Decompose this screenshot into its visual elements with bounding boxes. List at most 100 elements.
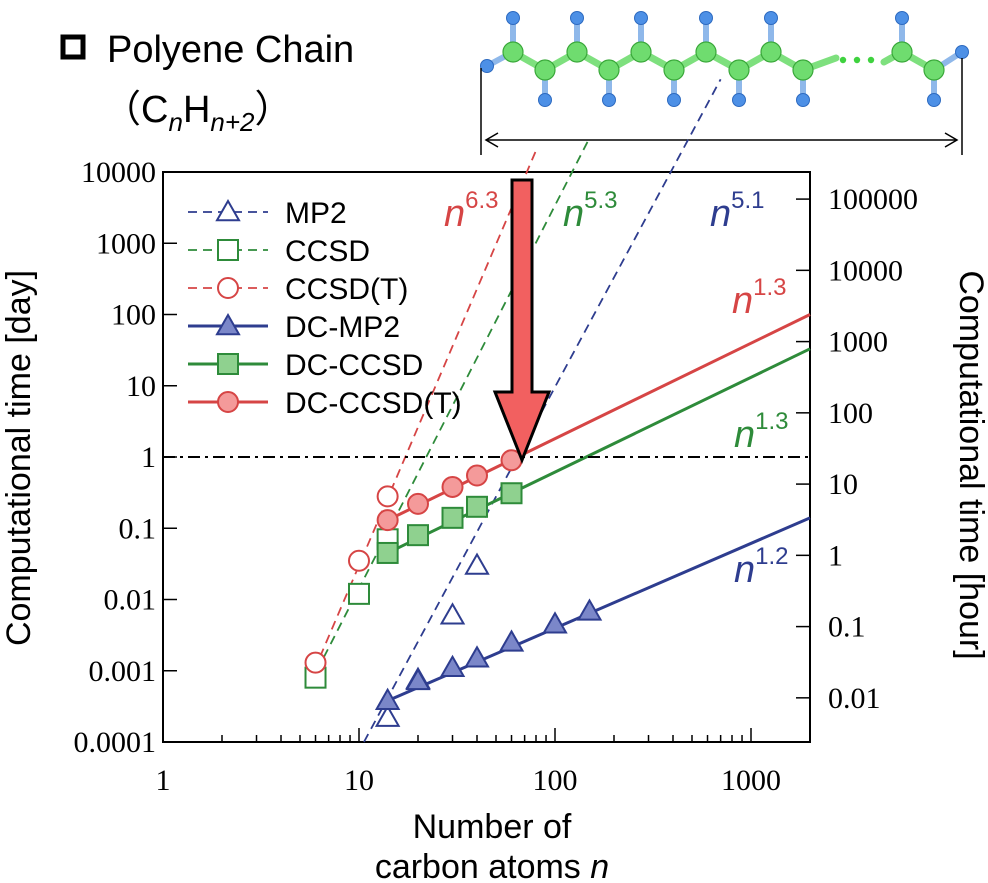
y-tick-label: 100 (111, 299, 156, 332)
point-mp2 (464, 552, 490, 575)
point-ccsdt (376, 485, 399, 508)
carbon-atom (630, 41, 652, 63)
legend-label: DC-CCSD (285, 349, 423, 382)
carbon-atom (792, 59, 814, 81)
carbon-atom (760, 41, 782, 63)
tick-labels: 1 10 100 1000 0.0001 0.001 0.01 0.1 1 10 100 1000 10… (74, 156, 919, 797)
point-dc-mp2 (498, 629, 525, 652)
y-tick-label: 10000 (81, 156, 156, 189)
scaling-label-dc-ccsd: n1.3 (734, 408, 789, 456)
y-axis-label-right: Computational time [hour] (952, 270, 988, 659)
y-axis-label-left: Computational time [day] (0, 270, 38, 646)
y2-tick-label: 100000 (828, 183, 918, 216)
chain-continuation-dot (853, 56, 861, 64)
x-axis-label-line1: Number of (413, 808, 572, 846)
molecule-atoms (480, 11, 969, 107)
hydrogen-atom (796, 93, 810, 107)
legend-label: CCSD(T) (285, 273, 408, 306)
hydrogen-atom (955, 45, 969, 59)
legend-marker (215, 312, 241, 336)
hydrogen-atom (506, 11, 520, 25)
legend-label: DC-CCSD(T) (285, 387, 462, 420)
y2-tick-label: 100 (828, 397, 873, 430)
scaling-label-dc-ccsd-t: n1.3 (732, 274, 787, 322)
point-dc-ccsdt (441, 475, 464, 498)
x-tick-label: 1 (156, 764, 171, 797)
carbon-atom (566, 41, 588, 63)
point-dc-mp2 (439, 654, 466, 678)
molecule-length-indicator (480, 58, 963, 155)
point-dc-ccsd (466, 495, 489, 518)
data-markers (304, 449, 603, 727)
carbon-atom (728, 59, 750, 81)
chain-continuation-dot (839, 56, 847, 64)
hydrogen-atom (764, 11, 778, 25)
fit-line-ccsd (316, 137, 591, 672)
carbon-atom (534, 59, 556, 81)
point-dc-mp2 (542, 611, 568, 634)
polyene-molecule-image (480, 11, 969, 107)
hydrogen-atom (927, 93, 941, 107)
carbon-atom (598, 59, 620, 81)
point-dc-mp2 (405, 667, 431, 691)
hydrogen-atom (699, 11, 713, 25)
highlight-arrow (492, 178, 552, 465)
point-dc-ccsd (441, 506, 464, 529)
legend-label: DC-MP2 (285, 311, 400, 344)
y-tick-label: 0.1 (119, 512, 157, 545)
y-tick-label: 1000 (96, 227, 156, 260)
y2-tick-label: 0.1 (828, 611, 866, 644)
y-tick-label: 0.0001 (74, 726, 157, 759)
x-axis-label-line2: carbon atoms n (375, 848, 609, 883)
scaling-label-ccsd-t: n6.3 (444, 187, 499, 235)
molecule-bonds (484, 15, 965, 103)
y-tick-label: 1 (141, 441, 156, 474)
hydrogen-atom (667, 93, 681, 107)
carbon-atom (891, 41, 913, 63)
legend-label: CCSD (285, 235, 370, 268)
point-dc-mp2 (464, 645, 490, 668)
legend-marker (215, 198, 241, 222)
carbon-atom (923, 59, 945, 81)
point-dc-ccsd (376, 541, 399, 564)
point-dc-ccsdt (466, 464, 489, 487)
legend-marker (217, 391, 239, 413)
point-dc-mp2 (576, 598, 603, 621)
legend: MP2 CCSD CCSD(T) DC-MP2 DC-CCSD DC-CCSD(T) (188, 197, 462, 420)
point-dc-ccsd (500, 482, 523, 505)
hydrogen-atom (480, 59, 494, 73)
hydrogen-atom (634, 11, 648, 25)
hydrogen-atom (602, 93, 616, 107)
legend-marker (217, 353, 239, 375)
y2-tick-label: 10 (828, 468, 858, 501)
point-ccsdt (304, 651, 327, 674)
point-ccsd (347, 582, 370, 605)
y-tick-label: 0.01 (104, 584, 157, 617)
y2-tick-label: 1000 (828, 326, 888, 359)
page-title: Polyene Chain (107, 29, 354, 71)
hydrogen-atom (732, 93, 746, 107)
x-tick-label: 10 (344, 764, 374, 797)
scaling-label-mp2: n5.1 (710, 187, 765, 235)
hydrogen-atom (538, 93, 552, 107)
hydrogen-atom (895, 11, 909, 25)
legend-label: MP2 (285, 197, 347, 230)
y-tick-label: 0.001 (89, 655, 157, 688)
legend-marker (217, 239, 239, 261)
scaling-label-ccsd: n5.3 (563, 187, 618, 235)
scaling-label-dc-mp2: n1.2 (734, 543, 789, 591)
x-tick-label: 100 (532, 764, 577, 797)
carbon-atom (663, 59, 685, 81)
point-mp2 (439, 602, 466, 625)
legend-marker (217, 277, 239, 299)
hydrogen-atom (570, 11, 584, 25)
carbon-atom (695, 41, 717, 63)
chemical-formula: （CnHn+2） (103, 89, 293, 137)
y2-tick-label: 10000 (828, 254, 903, 287)
carbon-atom (502, 41, 524, 63)
y2-tick-label: 0.01 (828, 682, 881, 715)
x-tick-label: 1000 (721, 764, 781, 797)
y-tick-label: 10 (126, 370, 156, 403)
scaling-labels: n6.3 n5.3 n5.1 n1.3 n1.3 n1.2 (444, 187, 789, 591)
